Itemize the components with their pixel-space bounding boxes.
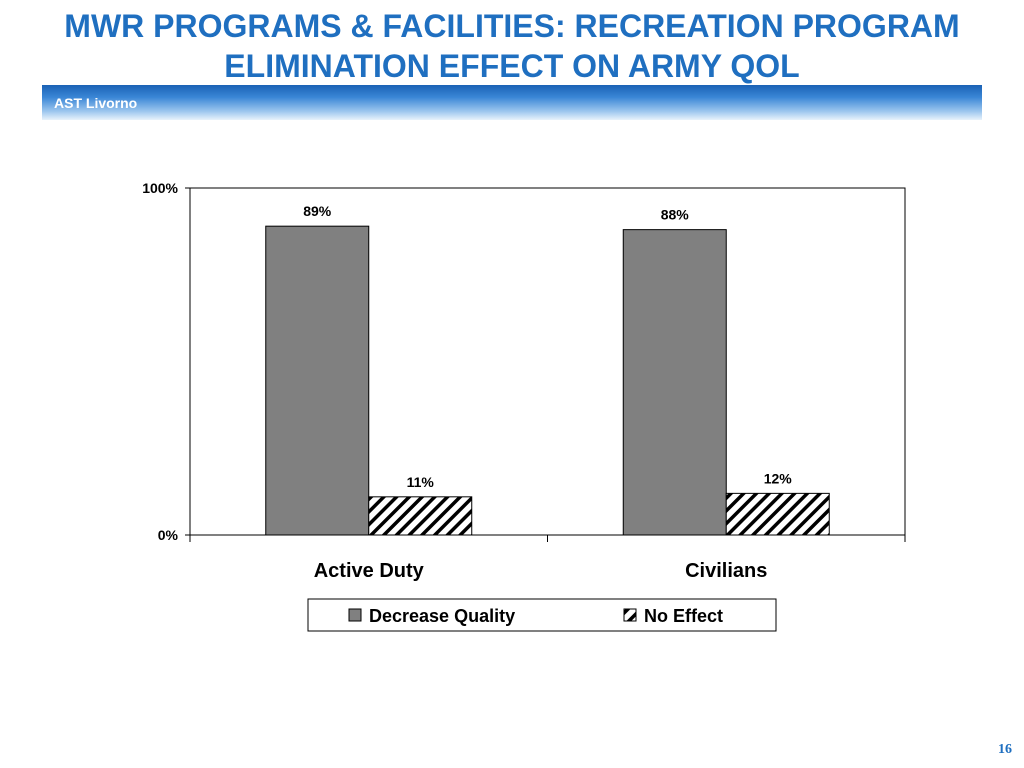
subtitle-bar: AST Livorno (42, 85, 982, 120)
bar-no-effect (368, 496, 473, 536)
data-label: 12% (764, 470, 793, 486)
data-label: 88% (661, 207, 690, 223)
legend-swatch (623, 608, 637, 622)
legend-label: Decrease Quality (369, 606, 515, 626)
bar-decrease-quality (265, 225, 370, 536)
legend-label: No Effect (644, 606, 723, 626)
data-label: 11% (407, 474, 435, 490)
x-category-label: Civilians (685, 560, 767, 582)
subtitle-text: AST Livorno (54, 95, 138, 111)
title-line-2: ELIMINATION EFFECT ON ARMY QOL (224, 48, 800, 84)
legend-swatch (348, 608, 362, 622)
title-line-1: MWR PROGRAMS & FACILITIES: RECREATION PR… (64, 8, 960, 44)
slide-title: MWR PROGRAMS & FACILITIES: RECREATION PR… (0, 6, 1024, 86)
x-category-label: Active Duty (314, 560, 425, 582)
bar-no-effect (725, 492, 830, 536)
y-tick-label: 0% (158, 527, 179, 543)
page-number: 16 (998, 742, 1012, 757)
bar-decrease-quality (622, 229, 727, 536)
data-label: 89% (303, 203, 332, 219)
legend (307, 598, 777, 632)
y-tick-label: 100% (142, 180, 178, 196)
